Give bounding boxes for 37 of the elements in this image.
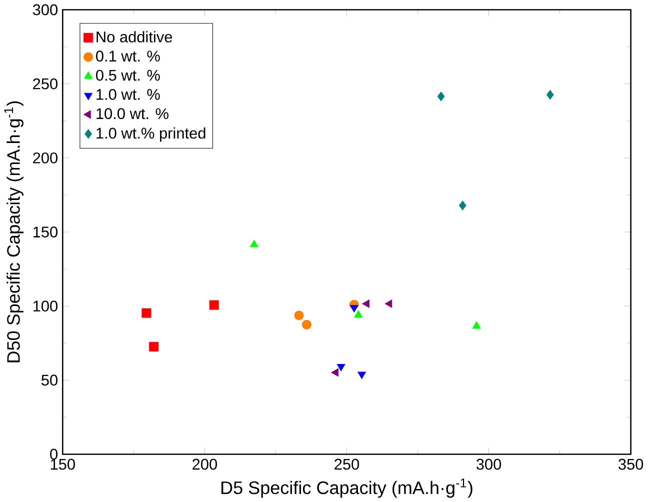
x-tick-label: 250 [334, 458, 360, 470]
legend-label: 0.5 wt. % [96, 70, 160, 81]
y-tick-label: 150 [33, 226, 58, 238]
point [362, 300, 370, 308]
legend-label: 0.1 wt. % [96, 50, 160, 62]
point [354, 310, 363, 318]
point [384, 300, 392, 308]
legend-label: No additive [96, 31, 172, 42]
point [302, 320, 312, 330]
point [294, 310, 304, 320]
point [142, 308, 152, 318]
point [458, 200, 466, 210]
point [437, 92, 445, 102]
y-tick-label: 200 [33, 152, 58, 164]
y-tick-label: 50 [42, 374, 58, 386]
point [350, 305, 358, 312]
point [336, 364, 346, 372]
legend-label: 1.0 wt. % [96, 88, 160, 100]
y-tick-label: 100 [33, 300, 58, 312]
point [546, 90, 554, 100]
y-tick-label: 300 [32, 4, 58, 16]
x-tick-label: 150 [50, 458, 75, 470]
point [358, 372, 366, 379]
point [209, 300, 219, 310]
point [472, 321, 481, 329]
legend-label: 10.0 wt. % [96, 108, 168, 120]
x-tick-label: 200 [192, 458, 217, 470]
legend-label: 1.0 wt.% printed [96, 127, 206, 142]
y-tick-label: 0 [50, 448, 58, 460]
x-axis-title: D5 Specific Capacity (mA.h·g$^{-1}$) [221, 478, 472, 498]
x-tick-label: 350 [618, 458, 644, 470]
y-tick-label: 250 [33, 78, 58, 90]
x-tick-label: 300 [476, 458, 502, 470]
point [250, 240, 258, 248]
y-axis-title: D50 Specific Capacity (mA.h·g$^{-1}$) [4, 101, 24, 362]
point [149, 342, 159, 352]
point [331, 368, 338, 377]
